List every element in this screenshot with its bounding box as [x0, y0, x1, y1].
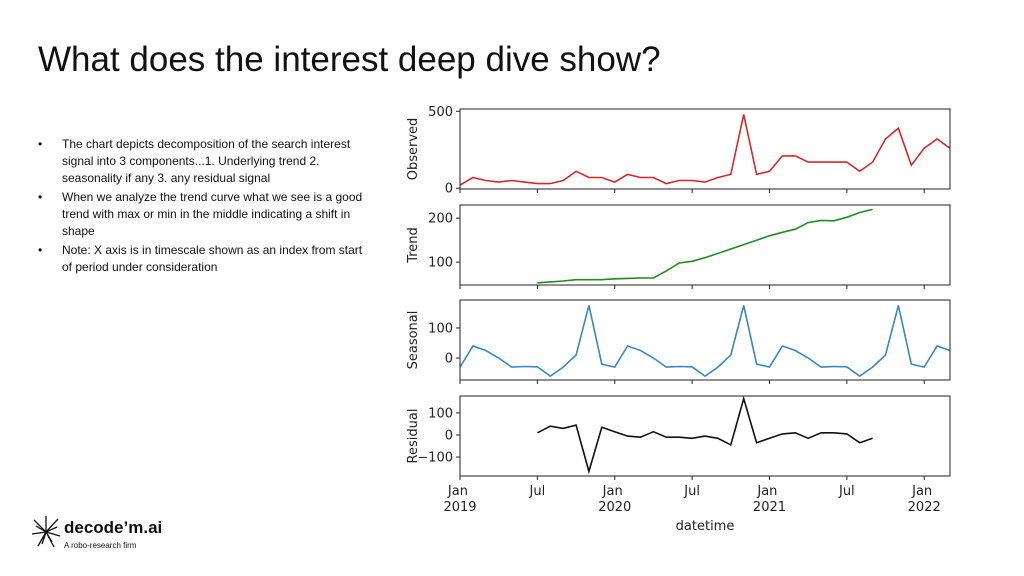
y-axis-label: Residual [406, 409, 421, 464]
logo: decode’m.ai A robo-research firm [30, 512, 190, 562]
y-tick-label: 500 [428, 105, 453, 120]
logo-name: decode’m.ai [64, 518, 163, 537]
y-axis-label: Trend [406, 227, 421, 264]
x-tick-label: Jul [683, 484, 700, 499]
x-tick-label: Jan 2019 [443, 484, 476, 515]
bullet: The chart depicts decomposition of the s… [38, 136, 368, 187]
y-axis-label: Observed [406, 118, 421, 181]
x-tick-label: Jan 2022 [908, 484, 941, 515]
y-axis-label: Seasonal [406, 311, 421, 370]
axes-frame [459, 299, 951, 381]
y-tick-label: 0 [445, 352, 453, 367]
x-axis-label: datetime [676, 519, 735, 534]
y-tick-label: 100 [428, 256, 453, 271]
x-tick-label: Jul [838, 484, 855, 499]
y-tick-label: 0 [445, 429, 453, 444]
series-line [537, 208, 873, 284]
y-tick-label: 0 [445, 182, 453, 197]
y-tick-label: 100 [428, 406, 453, 421]
logo-tagline: A robo-research firm [64, 541, 137, 550]
series-line [537, 396, 873, 475]
x-tick-label: Jul [529, 484, 546, 499]
axes-frame [459, 108, 951, 190]
y-tick-label: −100 [417, 451, 453, 466]
x-tick-label: Jan 2021 [753, 484, 786, 515]
bullet: Note: X axis is in timescale shown as an… [38, 242, 368, 276]
series-line [460, 305, 950, 378]
bullet: When we analyze the trend curve what we … [38, 189, 368, 240]
bullet-list: The chart depicts decomposition of the s… [38, 136, 368, 278]
x-tick-label: Jan 2020 [598, 484, 631, 515]
axes-frame [459, 395, 951, 477]
logo-icon [31, 516, 61, 548]
axes-frame [459, 204, 951, 286]
y-tick-label: 200 [428, 212, 453, 227]
slide-title: What does the interest deep dive show? [38, 40, 661, 79]
y-tick-label: 100 [428, 321, 453, 336]
series-line [460, 114, 950, 186]
